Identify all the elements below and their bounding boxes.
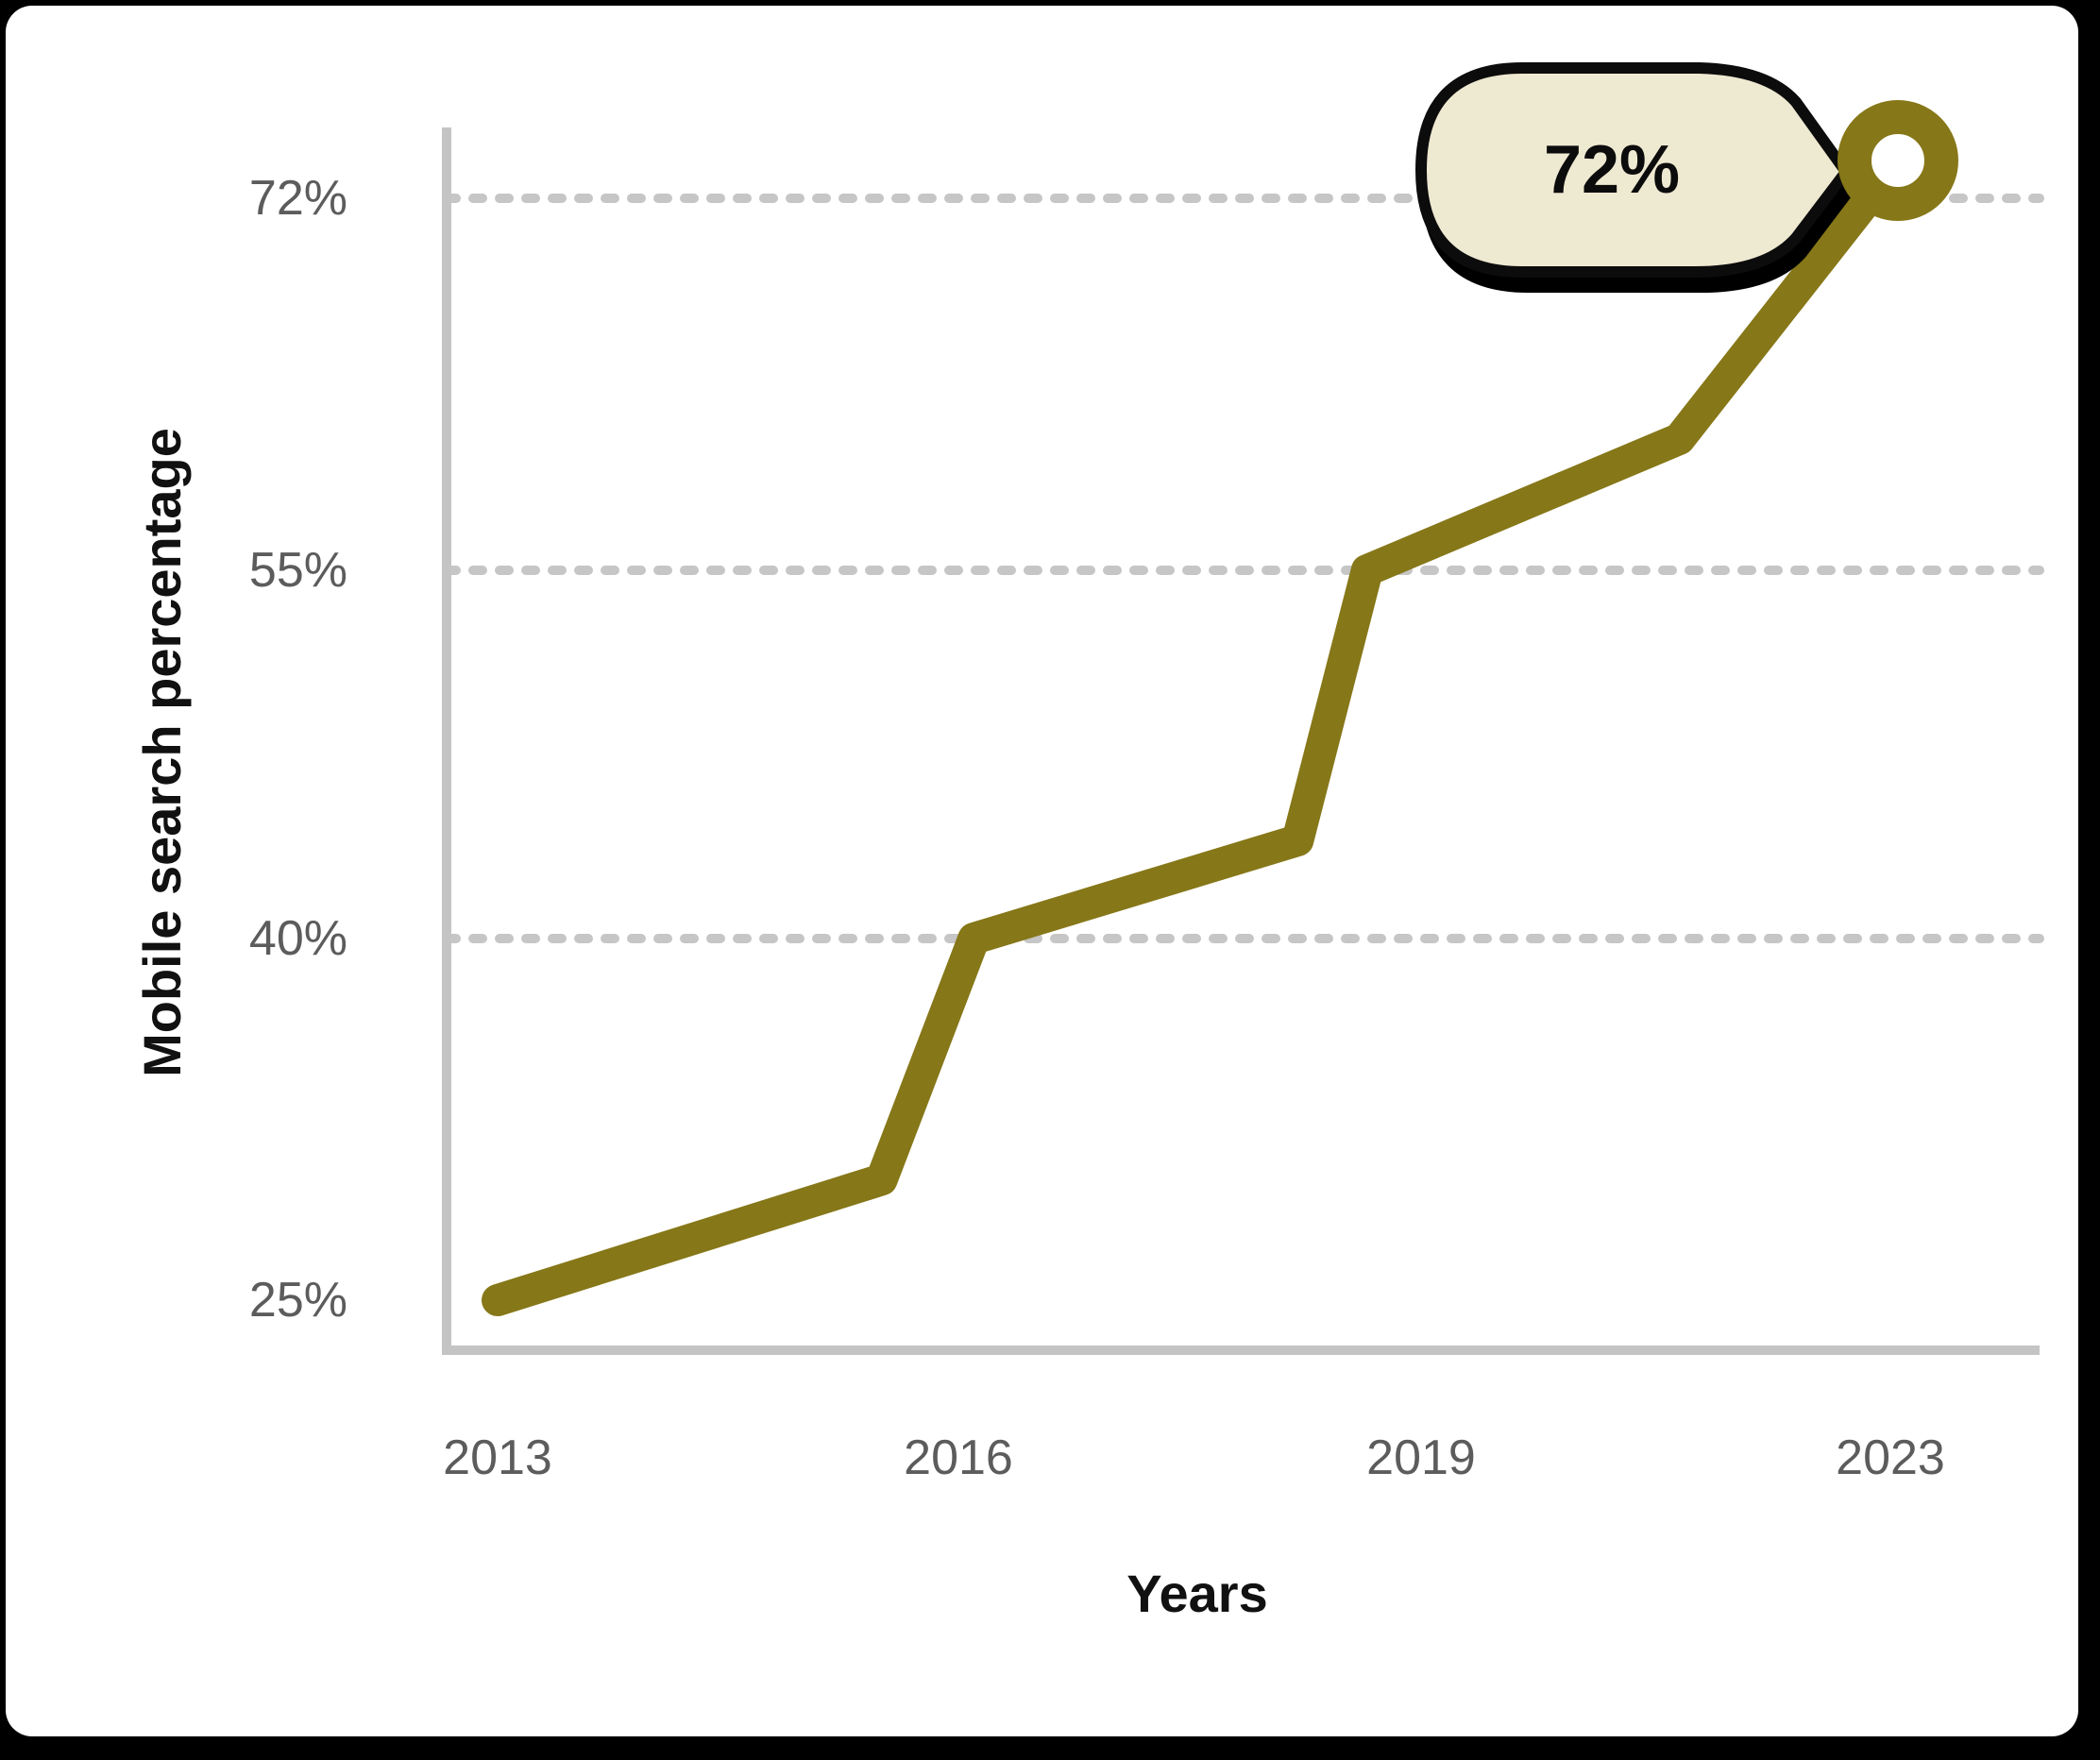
y-tick-label: 55% [248,543,347,598]
x-tick-label: 2019 [1366,1430,1476,1485]
x-tick-label: 2016 [904,1430,1013,1485]
y-axis-title: Mobile search percentage [132,428,192,1077]
x-tick-label: 2023 [1836,1430,1945,1485]
x-axis-title: Years [1126,1564,1268,1623]
callout-bubble [1415,62,1852,278]
callout-value-label: 72% [1543,132,1681,208]
x-tick-label: 2013 [443,1430,552,1485]
trend-line [482,144,1914,1316]
chart-card [6,6,2078,1736]
endpoint-ring-marker [1838,100,1958,221]
y-tick-label: 40% [248,911,347,966]
y-tick-label: 72% [248,171,347,226]
y-tick-label: 25% [248,1273,347,1328]
